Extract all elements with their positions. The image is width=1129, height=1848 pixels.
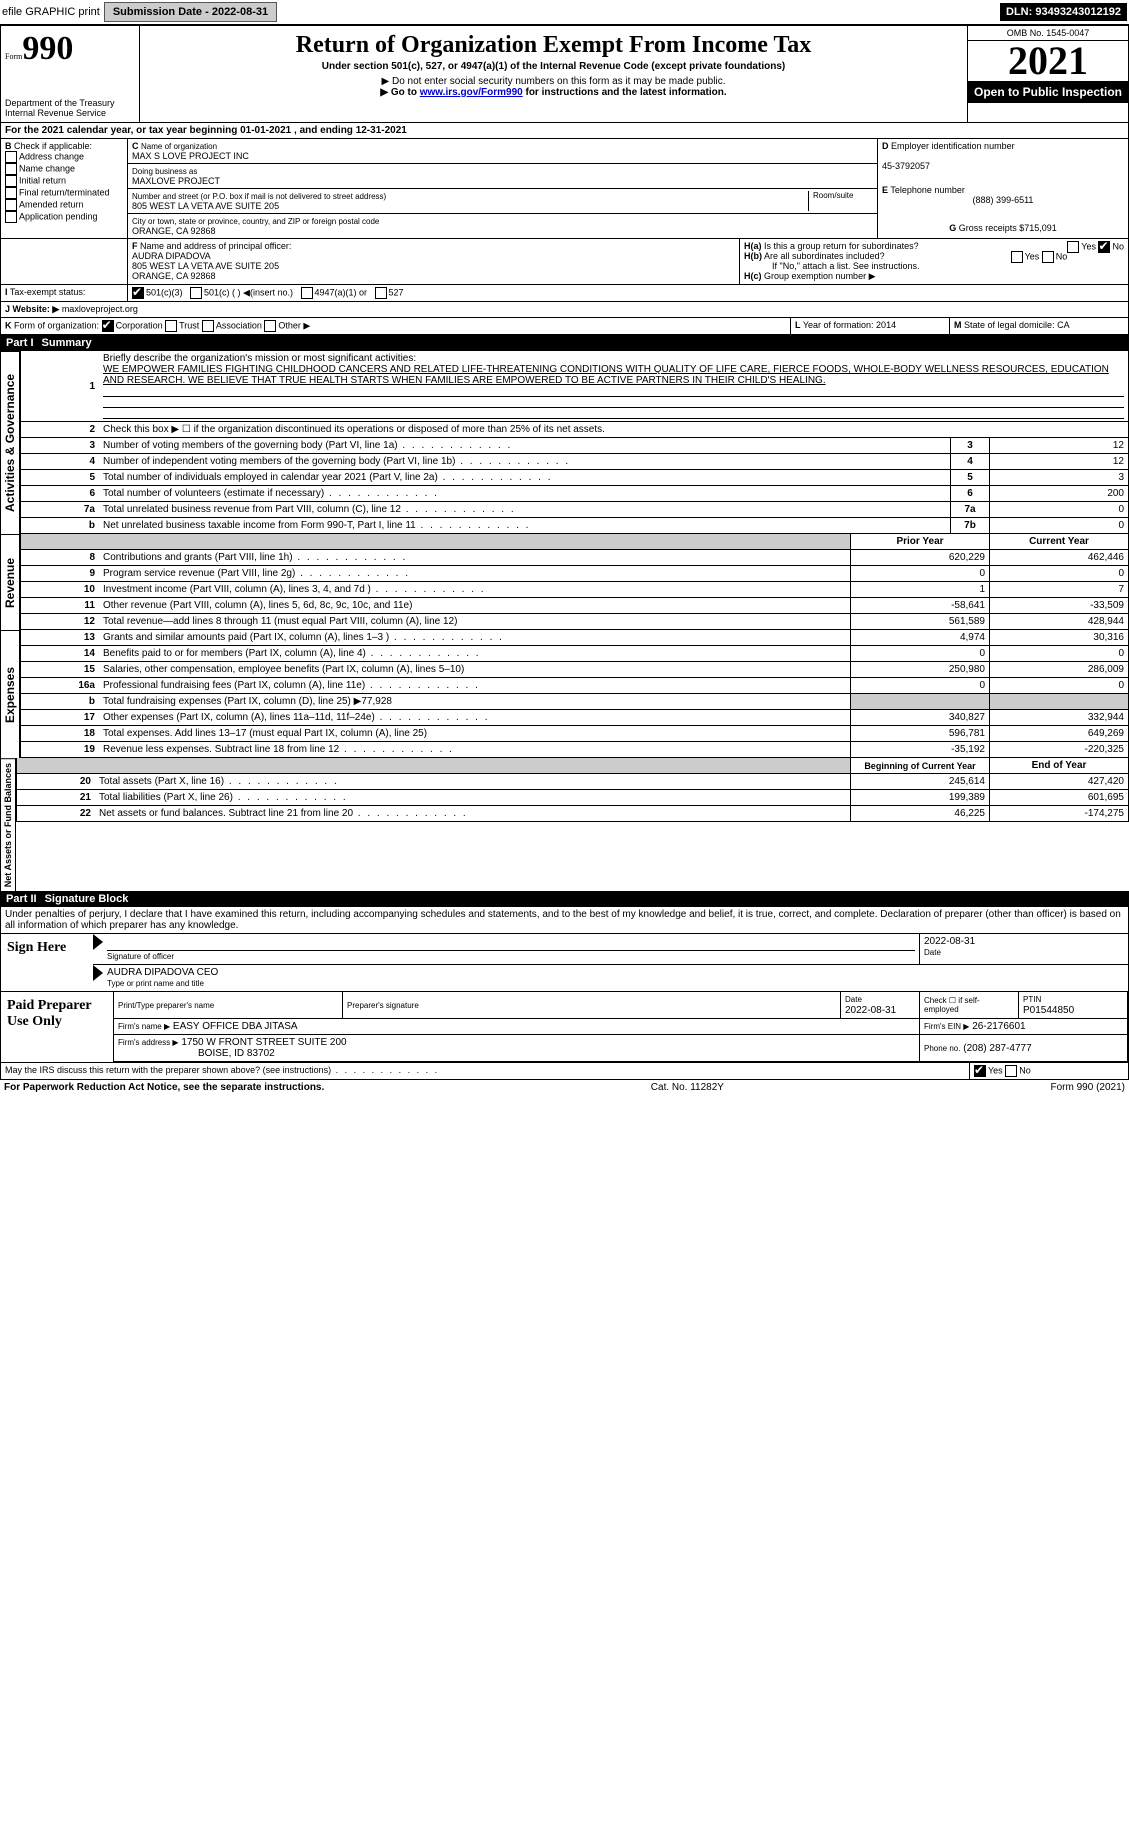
revenue-table: Prior YearCurrent Year 8Contributions an… [20, 534, 1129, 630]
dba-name: MAXLOVE PROJECT [132, 176, 220, 186]
officer-name: AUDRA DIPADOVA [132, 251, 211, 261]
arrow-icon [93, 965, 103, 981]
ptin: P01544850 [1023, 1005, 1074, 1016]
checkbox-icon[interactable] [5, 199, 17, 211]
tab-expenses: Expenses [0, 630, 20, 758]
tab-revenue: Revenue [0, 534, 20, 630]
checkbox-icon[interactable] [301, 287, 313, 299]
header-left: Form990 Department of the Treasury Inter… [1, 26, 140, 122]
phone: (888) 399-6511 [882, 195, 1124, 205]
officer-block: F Name and address of principal officer:… [0, 239, 1129, 285]
discuss-question: May the IRS discuss this return with the… [1, 1063, 970, 1079]
box-b: B Check if applicable: Address change Na… [1, 139, 128, 238]
firm-phone: (208) 287-4777 [963, 1043, 1031, 1054]
part1-header: Part ISummary [0, 335, 1129, 351]
tax-exempt-status: 501(c)(3) 501(c) ( ) ◀(insert no.) 4947(… [128, 285, 1128, 301]
state-domicile: State of legal domicile: CA [964, 320, 1070, 330]
form-of-org: K Form of organization: Corporation Trus… [1, 318, 791, 334]
year-formation: Year of formation: 2014 [803, 320, 896, 330]
officer-name-title: AUDRA DIPADOVA CEO [107, 967, 218, 978]
checkbox-icon[interactable] [5, 163, 17, 175]
tab-activities-governance: Activities & Governance [0, 351, 20, 534]
form-subtitle: Under section 501(c), 527, or 4947(a)(1)… [144, 61, 963, 72]
checkbox-icon[interactable] [264, 320, 276, 332]
expenses-table: 13Grants and similar amounts paid (Part … [20, 630, 1129, 758]
tab-net-assets: Net Assets or Fund Balances [0, 758, 16, 891]
sign-here-block: Sign Here Signature of officer 2022-08-3… [0, 934, 1129, 992]
city-state-zip: ORANGE, CA 92868 [132, 226, 216, 236]
line3-val: 12 [990, 438, 1129, 454]
checkbox-checked-icon[interactable] [102, 320, 114, 332]
checkbox-checked-icon[interactable] [132, 287, 144, 299]
entity-block: B Check if applicable: Address change Na… [0, 139, 1129, 239]
checkbox-icon[interactable] [190, 287, 202, 299]
tax-year: 2021 [968, 41, 1128, 81]
checkbox-icon[interactable] [1011, 251, 1023, 263]
box-f: F Name and address of principal officer:… [128, 239, 740, 284]
header-center: Return of Organization Exempt From Incom… [140, 26, 967, 122]
checkbox-icon[interactable] [1005, 1065, 1017, 1077]
firm-ein: 26-2176601 [972, 1021, 1025, 1032]
website: maxloveproject.org [62, 304, 138, 314]
arrow-icon [93, 934, 103, 950]
checkbox-icon[interactable] [5, 151, 17, 163]
checkbox-icon[interactable] [1067, 241, 1079, 253]
page-footer: For Paperwork Reduction Act Notice, see … [0, 1080, 1129, 1095]
efile-topbar: efile GRAPHIC print Submission Date - 20… [0, 0, 1129, 25]
checkbox-icon[interactable] [165, 320, 177, 332]
irs-link[interactable]: www.irs.gov/Form990 [420, 87, 523, 98]
dln-label: DLN: 93493243012192 [1000, 3, 1127, 21]
form-ref: Form 990 (2021) [1051, 1082, 1125, 1093]
checkbox-icon[interactable] [5, 211, 17, 223]
form-number: 990 [22, 30, 73, 67]
form-header: Form990 Department of the Treasury Inter… [0, 25, 1129, 123]
mission-text: WE EMPOWER FAMILIES FIGHTING CHILDHOOD C… [103, 364, 1109, 386]
street-address: 805 WEST LA VETA AVE SUITE 205 [132, 201, 279, 211]
checkbox-icon[interactable] [375, 287, 387, 299]
paid-preparer-block: Paid Preparer Use Only Print/Type prepar… [0, 992, 1129, 1063]
governance-table: 1Briefly describe the organization's mis… [20, 351, 1129, 534]
part2-header: Part IISignature Block [0, 891, 1129, 907]
header-right: OMB No. 1545-0047 2021 Open to Public In… [967, 26, 1128, 122]
checkbox-icon[interactable] [1042, 251, 1054, 263]
checkbox-icon[interactable] [5, 187, 17, 199]
line-a: For the 2021 calendar year, or tax year … [1, 123, 1128, 138]
submission-date-btn[interactable]: Submission Date - 2022-08-31 [104, 2, 277, 22]
netassets-table: Beginning of Current YearEnd of Year 20T… [16, 758, 1129, 822]
checkbox-checked-icon[interactable] [1098, 241, 1110, 253]
box-h: H(a) Is this a group return for subordin… [740, 239, 1128, 284]
efile-label: efile GRAPHIC print [2, 6, 100, 18]
ssn-warning: ▶ Do not enter social security numbers o… [144, 76, 963, 87]
ein: 45-3792057 [882, 161, 930, 171]
firm-name: EASY OFFICE DBA JITASA [173, 1021, 298, 1032]
form-title: Return of Organization Exempt From Incom… [144, 32, 963, 59]
cat-no: Cat. No. 11282Y [651, 1082, 724, 1093]
gross-receipts: 715,091 [1024, 223, 1057, 233]
checkbox-icon[interactable] [202, 320, 214, 332]
checkbox-checked-icon[interactable] [974, 1065, 986, 1077]
dept-treasury: Department of the Treasury [5, 98, 135, 108]
irs-service: Internal Revenue Service [5, 108, 135, 118]
sign-date: 2022-08-31 [924, 936, 975, 947]
box-c: C Name of organizationMAX S LOVE PROJECT… [128, 139, 878, 238]
open-to-public: Open to Public Inspection [968, 81, 1128, 103]
box-d-e-g: D Employer identification number45-37920… [878, 139, 1128, 238]
checkbox-icon[interactable] [5, 175, 17, 187]
org-name: MAX S LOVE PROJECT INC [132, 151, 249, 161]
perjury-declaration: Under penalties of perjury, I declare th… [0, 907, 1129, 934]
